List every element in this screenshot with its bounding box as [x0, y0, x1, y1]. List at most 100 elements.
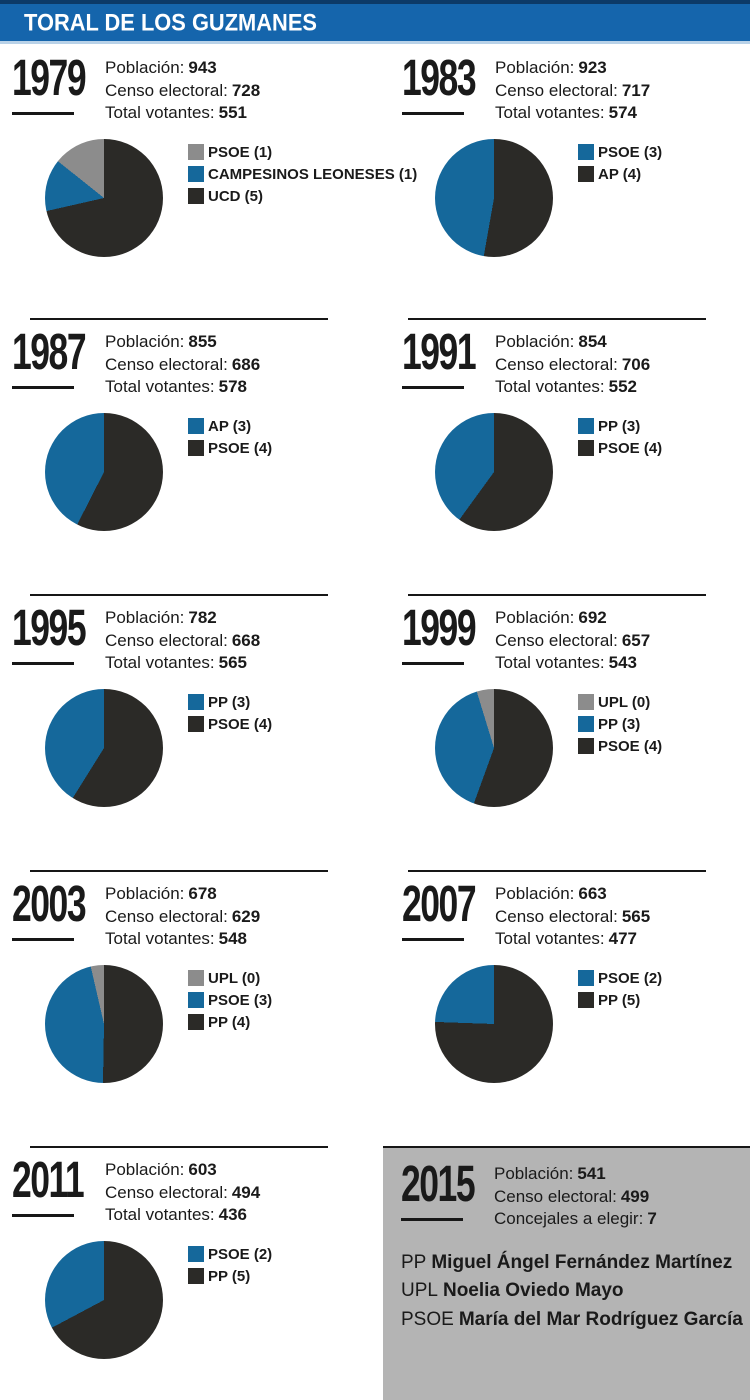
year-2015-box: 2015 Población: 541 Censo electoral: 499 C… — [383, 1146, 750, 1400]
stat-label-censo: Censo electoral: — [105, 906, 228, 926]
legend: PSOE (1) CAMPESINOS LEONESES (1) UCD (5) — [188, 139, 417, 210]
legend-label: PP (5) — [598, 991, 641, 1009]
stats-block: Población: 855 Censo electoral: 686 Total … — [105, 330, 260, 399]
candidate-party: PSOE — [401, 1308, 454, 1330]
stats-block: Población: 782 Censo electoral: 668 Total … — [105, 606, 260, 675]
stat-label-censo: Censo electoral: — [495, 80, 618, 100]
legend: PP (3) PSOE (4) — [578, 413, 662, 462]
stats-block: Población: 692 Censo electoral: 657 Total … — [495, 606, 650, 675]
years-grid: 1979 Población: 943 Censo electoral: 728 T… — [0, 44, 750, 1400]
candidate-row: PSOE María del Mar Rodríguez García — [401, 1306, 750, 1335]
stat-value-votantes: 552 — [608, 377, 637, 397]
year-label: 2007 — [402, 876, 477, 933]
legend-label: PSOE (3) — [208, 991, 273, 1009]
candidates-list: PP Miguel Ángel Fernández Martínez UPL Noe… — [401, 1249, 750, 1335]
page-title: TORAL DE LOS GUZMANES — [24, 8, 317, 36]
year-underline — [12, 662, 74, 666]
stat-label-poblacion: Población: — [494, 1164, 574, 1183]
year-underline — [402, 938, 464, 942]
stats-block: Población: 541 Censo electoral: 499 Concej… — [494, 1162, 657, 1231]
stat-value-poblacion: 943 — [188, 58, 217, 77]
stat-value-censo: 494 — [231, 1182, 261, 1202]
legend-label: CAMPESINOS LEONESES (1) — [208, 165, 418, 183]
legend: PSOE (2) PP (5) — [578, 965, 662, 1014]
year-block-1979: 1979 Población: 943 Censo electoral: 728 T… — [0, 44, 417, 318]
year-underline — [12, 386, 74, 390]
stat-value-poblacion: 692 — [578, 608, 607, 627]
legend-swatch — [578, 418, 594, 435]
year-underline — [402, 662, 464, 666]
year-block-1999: 1999 Población: 692 Censo electoral: 657 T… — [375, 594, 750, 870]
legend-swatch — [578, 166, 594, 183]
candidate-party: PP — [401, 1251, 427, 1273]
stat-value-poblacion: 603 — [188, 1160, 217, 1179]
stat-label-votantes: Total votantes: — [105, 653, 215, 673]
stat-label-censo: Censo electoral: — [495, 630, 618, 650]
legend-label: PP (5) — [208, 1267, 251, 1285]
legend-swatch — [578, 144, 594, 161]
legend: UPL (0) PP (3) PSOE (4) — [578, 689, 662, 760]
year-label: 1979 — [12, 50, 87, 107]
year-label: 2011 — [12, 1152, 85, 1209]
legend-label: PP (3) — [598, 715, 641, 733]
legend-swatch — [188, 1014, 204, 1031]
legend-label: AP (4) — [598, 165, 642, 183]
stat-label-censo: Censo electoral: — [105, 354, 228, 374]
stat-value-votantes: 565 — [218, 653, 247, 673]
legend-label: PP (3) — [208, 693, 251, 711]
stat-value-votantes: 578 — [218, 377, 247, 397]
stat-label-poblacion: Población: — [495, 884, 575, 903]
year-label: 1987 — [12, 324, 87, 381]
stat-value-votantes: 543 — [608, 653, 637, 673]
stat-value-censo: 499 — [620, 1186, 650, 1206]
year-underline — [12, 1214, 74, 1218]
stat-value-censo: 706 — [621, 354, 651, 374]
pie-chart-2003 — [45, 964, 163, 1083]
stat-label-votantes: Total votantes: — [495, 377, 605, 397]
legend: AP (3) PSOE (4) — [188, 413, 272, 462]
year-block-1991: 1991 Población: 854 Censo electoral: 706 T… — [375, 318, 750, 594]
legend-swatch — [578, 716, 594, 733]
legend-swatch — [188, 188, 204, 205]
year-block-2007: 2007 Población: 663 Censo electoral: 565 T… — [375, 870, 750, 1146]
candidate-name: Noelia Oviedo Mayo — [442, 1280, 624, 1302]
stats-block: Población: 854 Censo electoral: 706 Total … — [495, 330, 650, 399]
year-label: 1991 — [402, 324, 477, 381]
stat-value-poblacion: 855 — [188, 332, 217, 351]
stat-value-censo: 629 — [231, 906, 261, 926]
year-block-1983: 1983 Población: 923 Censo electoral: 717 T… — [375, 44, 750, 318]
legend-label: PSOE (4) — [598, 439, 663, 457]
legend-label: UPL (0) — [598, 693, 651, 711]
stat-label-votantes: Total votantes: — [495, 103, 605, 123]
stat-value-censo: 668 — [231, 630, 261, 650]
year-label: 1995 — [12, 600, 87, 657]
legend-label: PSOE (4) — [208, 439, 273, 457]
pie-chart-1999 — [435, 688, 553, 807]
legend-swatch — [578, 970, 594, 987]
stats-block: Población: 603 Censo electoral: 494 Total … — [105, 1158, 260, 1227]
stats-block: Población: 678 Censo electoral: 629 Total … — [105, 882, 260, 951]
stats-block: Población: 923 Censo electoral: 717 Total … — [495, 56, 650, 125]
stat-label-poblacion: Población: — [105, 58, 185, 77]
legend-swatch — [578, 992, 594, 1009]
year-underline — [401, 1218, 463, 1222]
legend-swatch — [188, 992, 204, 1009]
legend-swatch — [188, 970, 204, 987]
pie-chart-2011 — [45, 1240, 163, 1359]
legend-swatch — [188, 1268, 204, 1285]
candidate-party: UPL — [401, 1280, 438, 1302]
legend-swatch — [578, 440, 594, 457]
legend-label: PP (4) — [208, 1013, 251, 1031]
year-underline — [402, 386, 464, 390]
stat-value-poblacion: 782 — [188, 608, 217, 627]
year-label: 1983 — [402, 50, 477, 107]
stat-value-votantes: 574 — [608, 103, 637, 123]
stat-value-censo: 657 — [621, 630, 651, 650]
stat-label-poblacion: Población: — [495, 608, 575, 627]
header-bar: TORAL DE LOS GUZMANES — [0, 0, 750, 44]
pie-chart-1979 — [45, 138, 163, 257]
stat-label-votantes: Total votantes: — [105, 377, 215, 397]
pie-chart-1983 — [435, 138, 553, 257]
stat-label-censo: Censo electoral: — [495, 354, 618, 374]
candidate-name: Miguel Ángel Fernández Martínez — [431, 1251, 733, 1273]
